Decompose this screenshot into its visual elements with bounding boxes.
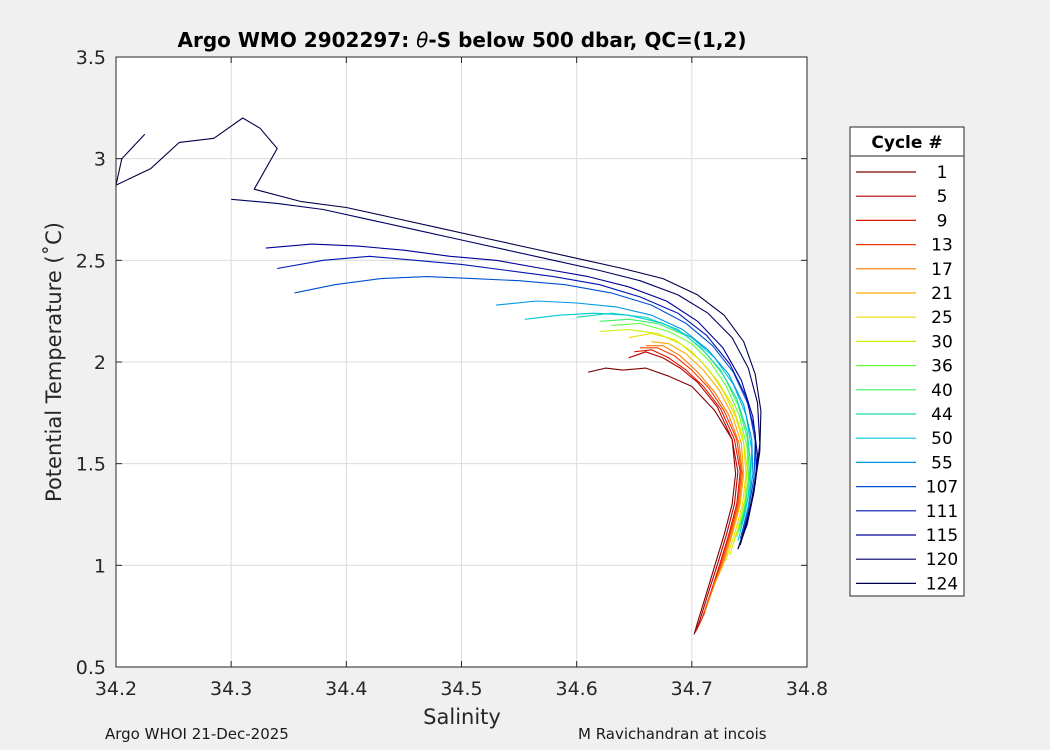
x-axis-label: Salinity [423,705,501,729]
series-line-cycle-111 [277,255,757,535]
legend-label-cycle-5: 5 [937,187,948,207]
legend-title: Cycle # [871,133,942,153]
legend-label-cycle-36: 36 [931,357,953,377]
x-tick-label: 34.6 [556,678,598,700]
y-tick-label: 2.5 [76,250,106,272]
legend-label-cycle-21: 21 [931,284,953,304]
series-lines [115,117,762,635]
y-tick-label: 3.5 [76,47,106,69]
y-tick-label: 0.5 [76,657,106,679]
legend-label-cycle-124: 124 [926,574,958,594]
legend-label-cycle-25: 25 [931,308,953,328]
legend-label-cycle-13: 13 [931,236,953,256]
series-line-cycle-107 [294,276,756,540]
legend-label-cycle-1: 1 [937,163,948,183]
title-prefix: Argo WMO 2902297: [178,28,417,52]
x-tick-label: 34.3 [210,678,252,700]
series-line-cycle-30 [599,328,748,556]
legend-label-cycle-120: 120 [926,550,958,570]
title-suffix: -S below 500 dbar, QC=(1,2) [428,28,746,52]
x-tick-label: 34.4 [325,678,367,700]
y-axis-label: Potential Temperature (˚C) [42,222,66,502]
legend-label-cycle-44: 44 [931,405,953,425]
legend-label-cycle-55: 55 [931,453,953,473]
chart-title: Argo WMO 2902297: θ-S below 500 dbar, QC… [178,28,747,52]
legend-label-cycle-17: 17 [931,260,953,280]
legend-label-cycle-50: 50 [931,429,953,449]
x-tick-labels: 34.2 34.3 34.4 34.5 34.6 34.7 34.8 [95,678,828,700]
series-line-cycle-5 [628,351,739,633]
y-tick-label: 2 [94,352,106,374]
y-tick-label: 3 [94,149,106,171]
series-line-cycle-115 [265,243,759,550]
plot-frame [115,56,808,668]
legend-box [849,126,965,597]
y-tick-labels: 0.5 1 1.5 2 2.5 3 3.5 [76,47,106,679]
x-tick-label: 34.2 [95,678,137,700]
legend-label-cycle-107: 107 [926,478,958,498]
title-theta-symbol: θ [416,28,428,52]
legend: Cycle # 1 5 9 13 17 21 25 30 36 40 44 50 55 107 111 115… [849,126,965,597]
series-line-cycle-25 [628,332,747,562]
legend-label-cycle-9: 9 [937,211,948,231]
x-tick-label: 34.8 [786,678,828,700]
legend-label-cycle-30: 30 [931,332,953,352]
series-line-cycle-17 [645,345,744,613]
legend-label-cycle-115: 115 [926,526,958,546]
series-line-cycle-13 [640,347,742,617]
footer-author: M Ravichandran at incois [578,725,767,743]
x-tick-label: 34.7 [671,678,713,700]
series-line-cycle-124 [115,117,762,550]
legend-label-cycle-111: 111 [926,502,958,522]
x-tick-label: 34.5 [440,678,482,700]
footer-source: Argo WHOI 21-Dec-2025 [105,725,289,743]
series-line-cycle-44 [576,312,752,525]
legend-label-cycle-40: 40 [931,381,953,401]
series-line-cycle-55 [496,300,754,535]
legend-items: 1 5 9 13 17 21 25 30 36 40 44 50 55 107 111 115 120 124 [856,163,958,594]
y-tick-label: 1.5 [76,454,106,476]
y-tick-label: 1 [94,555,106,577]
series-line-cycle-21 [651,341,745,586]
